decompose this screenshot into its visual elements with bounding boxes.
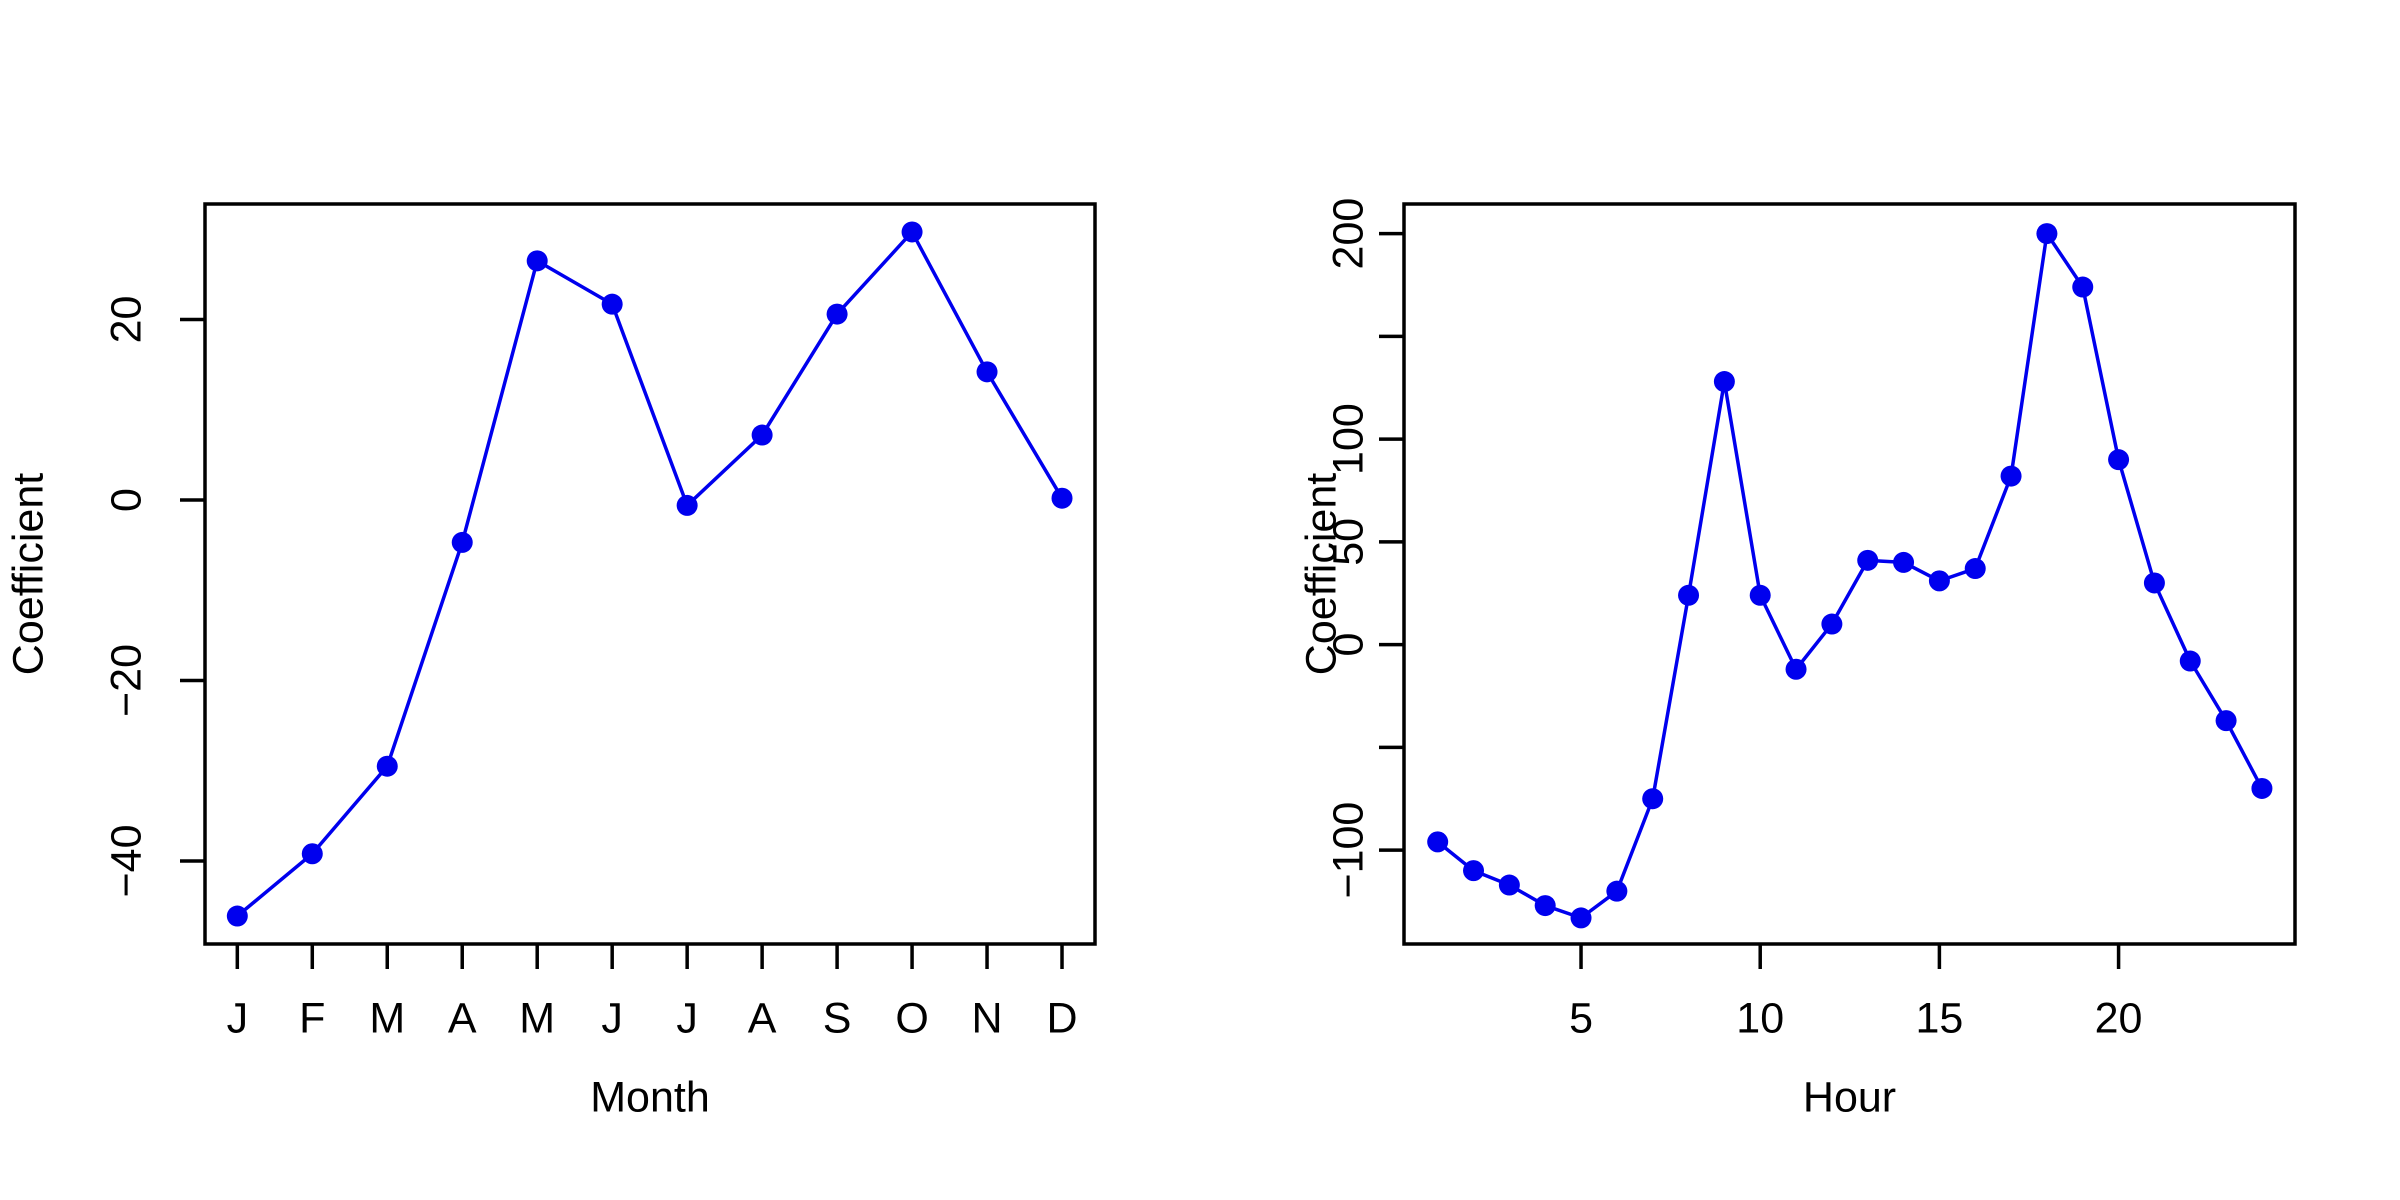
x-axis-tick-label: A (448, 994, 477, 1042)
y-axis-tick-label: 100 (1324, 403, 1372, 475)
data-point (2179, 650, 2201, 672)
x-axis-title: Month (590, 1073, 710, 1121)
y-axis-tick-label: 50 (1324, 518, 1372, 566)
x-axis-tick-label: J (227, 994, 249, 1042)
data-point (1463, 860, 1485, 882)
x-axis-tick-label: 10 (1736, 994, 1784, 1042)
data-point (826, 303, 848, 325)
y-axis-tick-label: 0 (102, 488, 150, 512)
data-point (976, 361, 998, 383)
hour-coefficient-chart: 5 10 15 20 −100 0 50 100 200 Hour Coefficient (1297, 198, 2297, 1121)
data-point (601, 293, 623, 315)
y-axis-tick-label: −100 (1324, 802, 1372, 899)
x-axis-tick-label: 20 (2095, 994, 2143, 1042)
y-axis-tick-label: 20 (102, 296, 150, 344)
data-point (2000, 465, 2022, 487)
data-point (451, 531, 473, 553)
x-axis-tick-label: D (1046, 994, 1077, 1042)
data-point (2251, 777, 2273, 799)
data-point (2143, 572, 2165, 594)
data-line (235, 230, 1064, 918)
y-axis-tick-label: 0 (1324, 633, 1372, 657)
data-point (1749, 584, 1771, 606)
x-axis-tick-label: J (676, 994, 698, 1042)
x-axis-tick-label: A (748, 994, 777, 1042)
data-point (1051, 487, 1073, 509)
y-axis-tick-label: −40 (102, 824, 150, 897)
data-point (1713, 371, 1735, 393)
x-axis-tick-label: 5 (1569, 994, 1593, 1042)
data-point (226, 905, 248, 927)
x-axis-tick-label: M (519, 994, 555, 1042)
y-axis-tick-label: −20 (102, 644, 150, 717)
data-point (1928, 570, 1950, 592)
x-axis-tick-label: S (823, 994, 852, 1042)
data-point (1427, 831, 1449, 853)
data-point (2108, 449, 2130, 471)
data-point (1964, 558, 1986, 580)
y-axis-tick-label: 200 (1324, 198, 1372, 270)
x-axis-tick-label: N (972, 994, 1003, 1042)
data-point (676, 494, 698, 516)
data-point (526, 250, 548, 272)
data-point (1857, 549, 1879, 571)
y-axis-title: Coefficient (1297, 473, 1345, 675)
data-point (301, 843, 323, 865)
data-point (1534, 895, 1556, 917)
x-axis-title: Hour (1803, 1073, 1896, 1121)
data-point (2036, 223, 2058, 245)
x-axis-tick-label: J (601, 994, 623, 1042)
data-point (2215, 710, 2237, 732)
data-point (1570, 907, 1592, 929)
x-axis-tick-label: O (895, 994, 928, 1042)
data-point (1821, 613, 1843, 635)
y-axis-title: Coefficient (4, 473, 52, 675)
x-axis-tick-label: 15 (1915, 994, 1963, 1042)
data-point (2072, 276, 2094, 298)
data-point (751, 424, 773, 446)
data-point (1498, 874, 1520, 896)
data-line (1435, 231, 2264, 920)
x-axis-tick-label: F (299, 994, 325, 1042)
plot-box (203, 202, 1097, 946)
data-point (901, 221, 923, 243)
data-point (1678, 584, 1700, 606)
data-point (1606, 880, 1628, 902)
data-point (1642, 788, 1664, 810)
plot-box (1402, 202, 2297, 946)
x-axis-tick-label: M (369, 994, 405, 1042)
data-point (376, 755, 398, 777)
data-point (1893, 551, 1915, 573)
data-point (1785, 658, 1807, 680)
